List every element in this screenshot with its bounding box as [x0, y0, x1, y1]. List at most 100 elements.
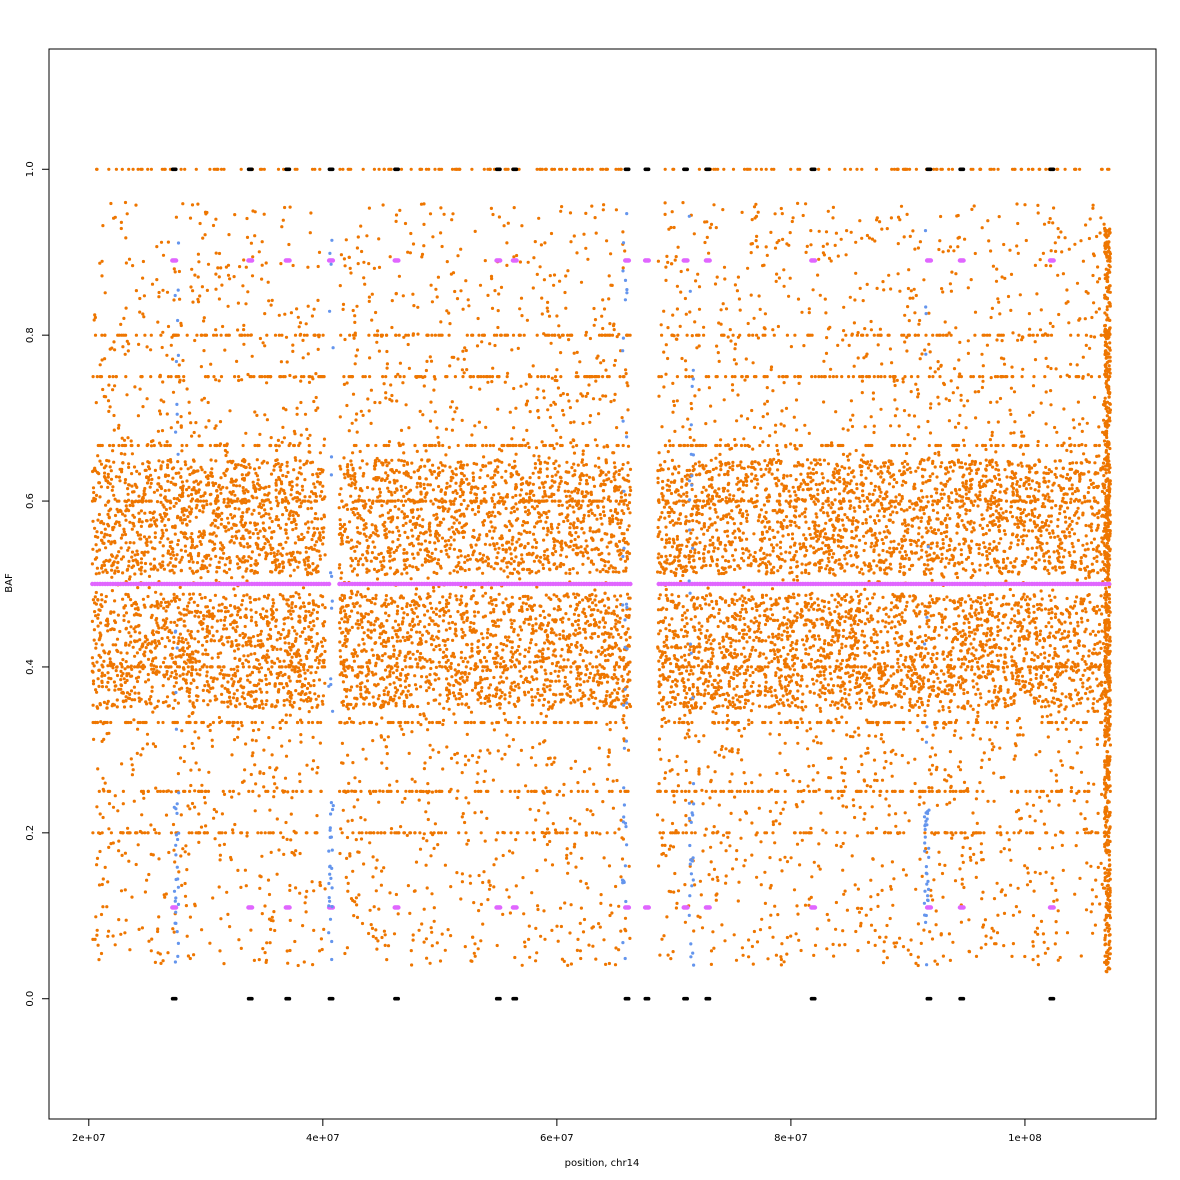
data-point	[843, 595, 847, 599]
data-point	[987, 596, 992, 600]
data-point	[304, 641, 308, 645]
data-point	[843, 705, 847, 709]
data-point	[666, 646, 670, 650]
data-point	[217, 603, 221, 607]
data-point	[566, 658, 570, 662]
data-point	[537, 476, 541, 480]
data-point	[474, 543, 478, 547]
data-point	[931, 472, 935, 476]
data-point	[531, 532, 536, 536]
data-point	[538, 462, 542, 466]
data-point	[564, 494, 569, 498]
data-point	[892, 477, 896, 482]
data-point	[967, 620, 971, 625]
data-point	[967, 647, 971, 651]
data-point	[217, 560, 221, 564]
data-point	[923, 633, 928, 638]
data-point	[769, 649, 773, 653]
data-point	[898, 562, 902, 566]
data-point	[670, 458, 675, 462]
data-point	[1028, 597, 1032, 601]
data-point	[590, 536, 594, 540]
data-point	[216, 526, 220, 530]
data-point	[368, 661, 372, 665]
data-point	[401, 523, 405, 528]
data-point	[500, 475, 504, 479]
data-point	[182, 607, 186, 611]
data-point	[952, 564, 956, 568]
data-point	[994, 509, 998, 513]
data-point	[1019, 605, 1023, 609]
data-point	[1069, 497, 1073, 501]
data-point	[363, 594, 367, 599]
data-point	[1071, 704, 1075, 708]
data-point	[915, 605, 919, 609]
data-point	[1047, 621, 1051, 625]
data-point	[175, 596, 179, 600]
data-point	[307, 610, 311, 614]
data-point	[956, 600, 960, 604]
data-point	[302, 605, 306, 609]
data-point	[257, 705, 262, 710]
data-point	[463, 656, 467, 660]
data-point	[277, 631, 281, 635]
data-point	[222, 623, 226, 627]
data-point	[1068, 487, 1072, 491]
data-point	[407, 705, 412, 709]
data-point	[174, 471, 178, 475]
data-point	[891, 510, 895, 514]
data-point	[656, 570, 660, 574]
data-point	[592, 701, 596, 706]
data-point	[827, 560, 831, 564]
data-point	[898, 469, 902, 473]
data-point	[345, 540, 349, 544]
data-point	[708, 674, 712, 678]
data-point	[557, 503, 561, 508]
data-point	[837, 562, 841, 566]
data-point	[867, 492, 872, 496]
data-point	[582, 531, 586, 535]
data-point	[920, 548, 924, 552]
data-point	[286, 616, 290, 620]
data-point	[570, 466, 574, 470]
data-point	[738, 614, 743, 618]
data-point	[248, 600, 253, 604]
data-point	[127, 620, 131, 624]
data-point	[227, 567, 232, 571]
data-point	[1063, 620, 1067, 624]
data-point	[917, 646, 921, 650]
data-point	[869, 459, 874, 463]
data-point	[251, 496, 255, 500]
data-point	[172, 635, 176, 639]
data-point	[230, 613, 234, 617]
data-point	[625, 706, 629, 710]
data-point	[848, 688, 852, 692]
data-point	[384, 598, 388, 602]
data-point	[953, 607, 957, 611]
data-point	[981, 474, 985, 478]
data-point	[664, 533, 669, 537]
data-point	[1022, 592, 1026, 596]
data-point	[753, 505, 757, 509]
data-point	[773, 643, 777, 647]
data-point	[711, 541, 715, 546]
data-point	[667, 514, 671, 518]
data-point	[404, 485, 408, 490]
data-point	[710, 557, 714, 561]
data-point	[529, 638, 534, 642]
data-point	[764, 705, 768, 709]
data-point	[830, 593, 834, 597]
data-point	[285, 698, 289, 702]
data-point	[493, 502, 497, 506]
data-point	[230, 526, 234, 530]
data-point	[180, 521, 184, 525]
data-point	[570, 533, 574, 538]
data-point	[1092, 556, 1096, 560]
data-point	[227, 555, 231, 560]
data-point	[472, 549, 476, 553]
data-point	[371, 596, 375, 601]
data-point	[1050, 506, 1054, 510]
data-point	[904, 655, 908, 660]
data-point	[93, 610, 97, 614]
data-point	[713, 546, 717, 550]
